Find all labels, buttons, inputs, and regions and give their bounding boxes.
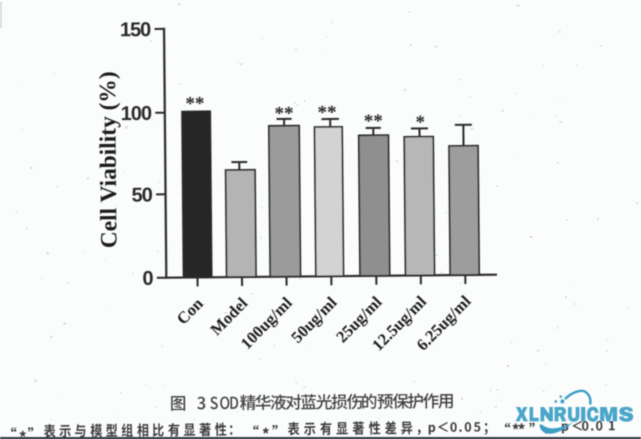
svg-text:50: 50 — [131, 184, 152, 206]
svg-text:Cell Viability (%): Cell Viability (%) — [95, 71, 123, 248]
svg-text:*: * — [415, 112, 425, 133]
svg-text:**: ** — [317, 102, 336, 123]
svg-text:**: ** — [275, 103, 294, 124]
svg-text:0: 0 — [142, 268, 153, 290]
svg-text:150: 150 — [120, 19, 151, 41]
svg-text:100: 100 — [121, 103, 152, 125]
svg-text:**: ** — [364, 111, 383, 132]
svg-text:**: ** — [185, 93, 204, 114]
